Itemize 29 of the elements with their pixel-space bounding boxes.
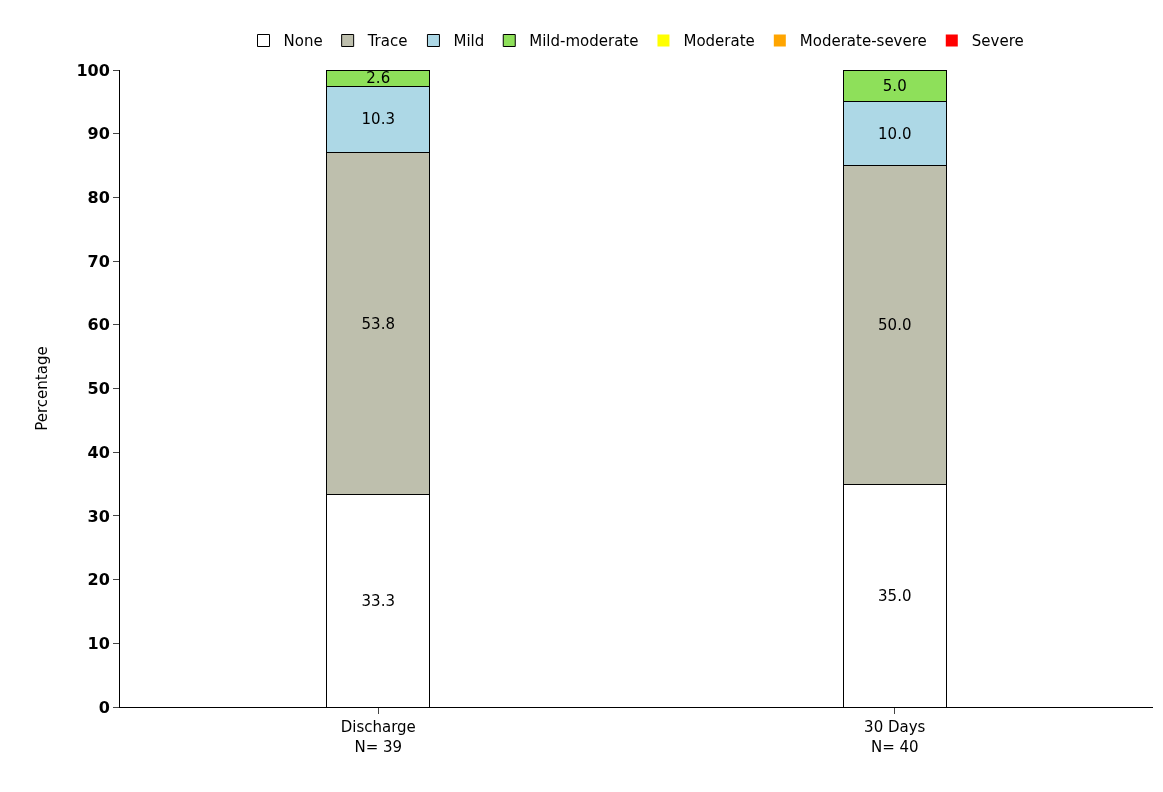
y-tick-label: 40 bbox=[87, 442, 110, 462]
y-tick-label: 10 bbox=[87, 633, 110, 653]
data-label: 33.3 bbox=[361, 591, 395, 610]
legend-label: Moderate-severe bbox=[799, 32, 927, 51]
data-label: 2.6 bbox=[366, 69, 391, 88]
y-tick-label: 90 bbox=[87, 124, 110, 144]
y-tick-label: 70 bbox=[87, 251, 110, 271]
y-tick-label: 100 bbox=[76, 60, 110, 80]
data-label: 10.3 bbox=[361, 110, 395, 129]
data-label: 35.0 bbox=[878, 586, 912, 605]
legend-label: Severe bbox=[971, 32, 1024, 51]
x-tick-label: Discharge N= 39 bbox=[340, 718, 416, 756]
legend-label: None bbox=[283, 32, 323, 51]
y-tick-label: 0 bbox=[98, 697, 110, 717]
y-tick-label: 80 bbox=[87, 188, 110, 207]
y-tick-label: 60 bbox=[87, 315, 110, 335]
y-axis-title: Percentage bbox=[32, 346, 51, 431]
legend-label: Mild-moderate bbox=[529, 32, 639, 51]
y-tick-label: 20 bbox=[87, 570, 110, 590]
data-label: 10.0 bbox=[878, 124, 912, 143]
data-label: 53.8 bbox=[361, 314, 395, 333]
legend-label: Mild bbox=[453, 32, 485, 51]
y-tick-label: 30 bbox=[87, 506, 110, 526]
x-tick-label: 30 Days N= 40 bbox=[864, 718, 926, 756]
data-label: 5.0 bbox=[882, 76, 907, 95]
legend-label: Trace bbox=[366, 32, 408, 51]
y-tick-label: 50 bbox=[87, 379, 110, 399]
data-label: 50.0 bbox=[878, 315, 912, 334]
legend-label: Moderate bbox=[683, 32, 755, 51]
